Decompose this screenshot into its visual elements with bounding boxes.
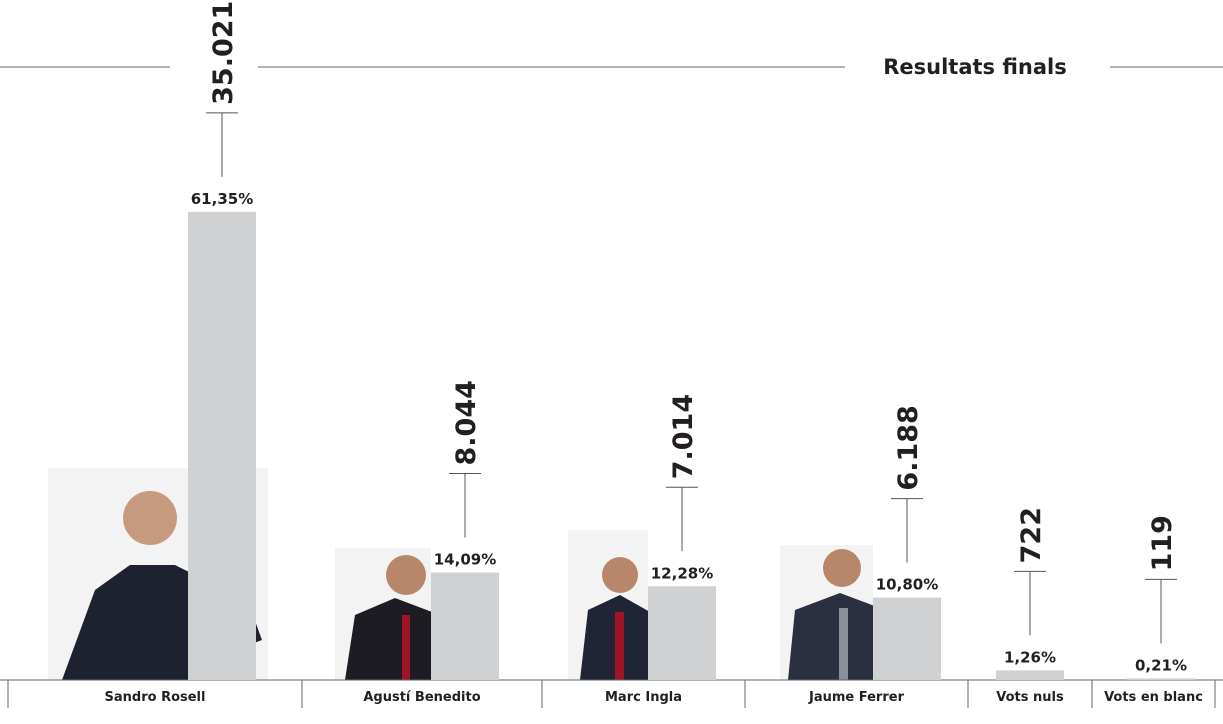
category-label: Vots nuls <box>996 690 1064 705</box>
bar <box>431 572 499 680</box>
category-label: Marc Ingla <box>605 690 682 705</box>
bar <box>873 597 941 680</box>
photo-tie <box>402 615 410 680</box>
vote-label: 7.014 <box>668 394 699 479</box>
bar <box>648 586 716 680</box>
value-label: 61,35% <box>191 190 253 208</box>
value-label: 12,28% <box>651 564 713 582</box>
category-label: Sandro Rosell <box>105 690 206 705</box>
value-label: 0,21% <box>1135 656 1187 674</box>
vote-label: 119 <box>1147 515 1178 571</box>
value-label: 1,26% <box>1004 648 1056 666</box>
vote-label: 35.021 <box>208 1 239 105</box>
bar <box>1127 678 1195 680</box>
bar <box>188 211 256 681</box>
photo-head <box>123 491 177 545</box>
bar <box>996 670 1064 680</box>
photo-head <box>823 549 861 587</box>
vote-label: 8.044 <box>451 380 482 465</box>
photo-tie <box>615 612 624 680</box>
photo-tie <box>839 608 848 680</box>
value-label: 10,80% <box>876 576 938 594</box>
chart-title: Resultats finals <box>883 55 1067 79</box>
vote-label: 722 <box>1016 507 1047 563</box>
category-label: Vots en blanc <box>1104 690 1203 705</box>
photo-head <box>386 555 426 595</box>
category-label: Jaume Ferrer <box>808 690 905 705</box>
vote-label: 6.188 <box>893 405 924 490</box>
value-label: 14,09% <box>434 550 496 568</box>
photo-head <box>602 557 638 593</box>
category-label: Agustí Benedito <box>363 690 480 705</box>
